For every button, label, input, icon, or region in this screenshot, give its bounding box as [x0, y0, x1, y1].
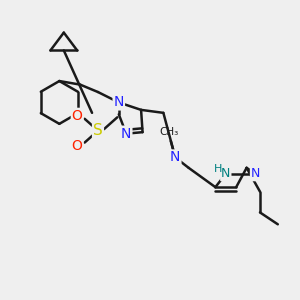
Text: O: O: [72, 109, 83, 123]
Text: CH₃: CH₃: [160, 127, 179, 136]
Text: N: N: [221, 167, 230, 180]
Text: O: O: [72, 139, 83, 152]
Text: N: N: [251, 167, 260, 180]
Text: N: N: [114, 95, 124, 110]
Text: H: H: [214, 164, 223, 174]
Text: S: S: [93, 123, 103, 138]
Text: N: N: [121, 127, 131, 141]
Text: N: N: [170, 150, 181, 164]
